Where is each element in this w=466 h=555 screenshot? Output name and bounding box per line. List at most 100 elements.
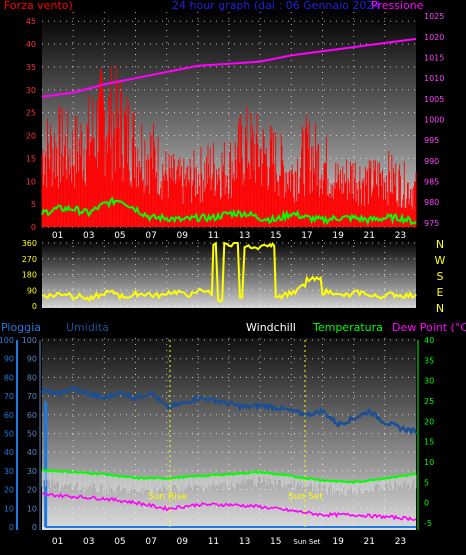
pressure-tick-label: 1000 (424, 116, 444, 125)
rain-tick-label: 70 (4, 392, 14, 401)
x-axis-ticks-bottom: 01 03 05 07 09 11 13 15 Sun Set 19 21 23 (52, 537, 406, 547)
rain-tick-label: 90 (4, 355, 14, 364)
pressure-tick-label: 975 (424, 219, 439, 228)
direction-tick-label: 270 (22, 255, 37, 264)
compass-label: E (437, 286, 444, 299)
temperature-line (41, 468, 417, 485)
x-tick-label: 15 (270, 231, 281, 241)
x-tick-label: 21 (364, 537, 375, 547)
humidity-line (40, 384, 418, 436)
temperature-series (41, 468, 417, 485)
direction-line (41, 241, 417, 303)
x-tick-label: 03 (83, 231, 94, 241)
pressure-tick-label: 1005 (424, 95, 444, 104)
x-tick-label: 11 (208, 537, 219, 547)
x-tick-label: 19 (332, 537, 344, 547)
x-tick-label: 23 (395, 537, 406, 547)
compass-label: S (437, 270, 444, 283)
x-tick-label: Sun Set (293, 538, 320, 546)
x-tick-label: 07 (145, 231, 156, 241)
wind-average-series (41, 196, 417, 226)
rain-bar (44, 401, 48, 527)
humidity-tick-label: 90 (27, 355, 37, 364)
wind-tick-label: 20 (26, 132, 36, 141)
pressure-label: Pressione (371, 0, 424, 12)
wind-tick-label: 15 (26, 154, 36, 163)
wind-average-line (41, 196, 417, 226)
humidity-tick-label: 100 (22, 336, 37, 345)
x-tick-label: 07 (145, 537, 156, 547)
rain-series (44, 401, 416, 528)
temperature-label: Temperatura (312, 321, 383, 334)
x-tick-label: 03 (83, 537, 94, 547)
pressure-tick-label: 1010 (424, 74, 444, 83)
x-tick-label: 23 (395, 231, 406, 241)
rain-tick-label: 60 (4, 411, 14, 420)
rain-tick-label: 80 (4, 373, 14, 382)
direction-tick-label: 90 (27, 286, 37, 295)
temperature-tick-label: 30 (424, 377, 434, 386)
pressure-tick-label: 990 (424, 157, 439, 166)
wind-tick-label: 0 (31, 223, 36, 232)
rain-tick-label: 30 (4, 467, 14, 476)
wind-gust-series (41, 65, 417, 227)
direction-tick-label: 360 (22, 239, 37, 248)
rain-tick-label: 10 (4, 504, 14, 513)
x-tick-label: 09 (177, 537, 189, 547)
pressure-tick-label: 1020 (424, 33, 444, 42)
pressure-tick-label: 1015 (424, 53, 444, 62)
humidity-tick-label: 80 (27, 373, 37, 382)
x-tick-label: 21 (364, 231, 375, 241)
humidity-tick-label: 70 (27, 392, 37, 401)
rain-tick-label: 40 (4, 448, 14, 457)
pressure-axis-ticks: 975 980 985 990 995 1000 1005 1010 1015 1020 1025 (424, 12, 444, 228)
compass-label: N (436, 238, 444, 251)
compass-label: W (435, 254, 446, 267)
direction-tick-label: 180 (22, 271, 37, 280)
pressure-tick-label: 995 (424, 136, 439, 145)
x-tick-label: 09 (177, 231, 189, 241)
pressure-tick-label: 980 (424, 198, 439, 207)
rain-label: Pioggia (1, 321, 41, 334)
wind-tick-label: 10 (26, 177, 36, 186)
wind-tick-label: 45 (26, 17, 36, 26)
humidity-label: Umidita (66, 321, 109, 334)
sunset-annotation: Sun Set (288, 492, 323, 502)
humidity-tick-label: 10 (27, 504, 37, 513)
x-tick-label: 13 (239, 231, 250, 241)
compass-label: N (436, 302, 444, 315)
wind-tick-label: 5 (31, 200, 36, 209)
x-tick-label: 11 (208, 231, 219, 241)
x-tick-label: 13 (239, 537, 250, 547)
dewpoint-series (41, 492, 417, 522)
temperature-tick-label: 25 (424, 397, 434, 406)
wind-tick-label: 30 (26, 86, 36, 95)
humidity-tick-label: 30 (27, 467, 37, 476)
temperature-axis-ticks: -5 0 5 10 15 20 25 30 35 40 (424, 336, 434, 528)
temperature-tick-label: 10 (424, 458, 434, 467)
wind-tick-label: 40 (26, 40, 36, 49)
wind-tick-label: 25 (26, 109, 36, 118)
direction-series (41, 241, 417, 303)
humidity-tick-label: 40 (27, 448, 37, 457)
x-tick-label: 01 (52, 537, 63, 547)
humidity-tick-label: 60 (27, 411, 37, 420)
humidity-tick-label: 50 (27, 430, 37, 439)
rain-tick-label: 20 (4, 486, 14, 495)
temperature-tick-label: 40 (424, 336, 434, 345)
temperature-tick-label: 20 (424, 417, 434, 426)
x-tick-label: 05 (114, 537, 125, 547)
direction-grid (42, 240, 416, 308)
humidity-series (40, 384, 418, 436)
pressure-series (41, 37, 417, 98)
pressure-tick-label: 1025 (424, 12, 444, 21)
wind-tick-label: 35 (26, 63, 36, 72)
x-tick-label: 15 (270, 537, 281, 547)
x-axis-ticks-top: 01 03 05 07 09 11 13 15 17 19 21 23 (52, 231, 406, 241)
temperature-tick-label: 5 (424, 478, 429, 487)
dewpoint-label: Dew Point (°C) (392, 321, 466, 334)
temperature-tick-label: -5 (424, 519, 432, 528)
direction-tick-label: 0 (32, 302, 37, 311)
